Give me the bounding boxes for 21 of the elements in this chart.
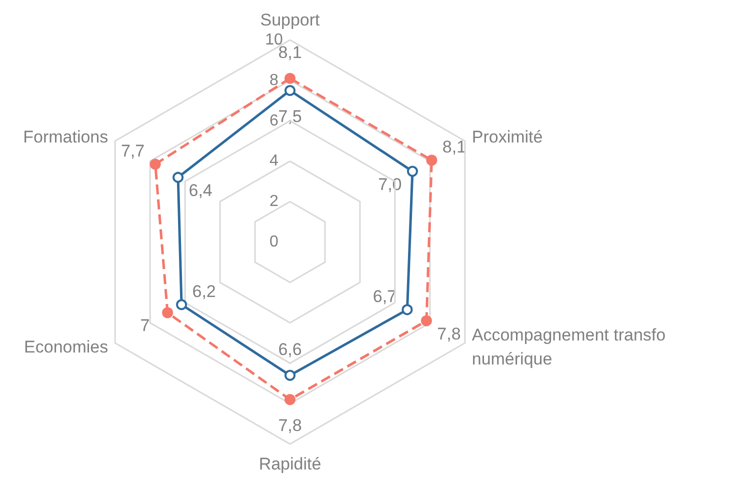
data-label: 7,7 bbox=[120, 142, 145, 161]
data-label: 7,8 bbox=[278, 416, 302, 436]
data-label: 7,5 bbox=[278, 107, 302, 126]
y-tick-label: 4 bbox=[270, 152, 279, 170]
data-label: 6,2 bbox=[192, 282, 216, 302]
data-label: 6,7 bbox=[372, 287, 397, 306]
data-label: 6,6 bbox=[278, 340, 302, 359]
spoke-label: Support bbox=[260, 10, 320, 30]
data-label: 8,1 bbox=[442, 138, 466, 157]
y-tick-label: 2 bbox=[270, 193, 279, 210]
spoke-label: Formations bbox=[23, 128, 108, 146]
spoke-label: Proximité bbox=[472, 128, 543, 146]
spoke-label: Economies bbox=[24, 338, 108, 356]
y-tick-label: 6 bbox=[270, 112, 279, 130]
y-tick-label: 8 bbox=[270, 72, 279, 89]
data-label: 6,4 bbox=[188, 180, 212, 200]
data-label: 7,8 bbox=[437, 324, 461, 344]
y-tick-label: 0 bbox=[270, 234, 279, 250]
spoke-label: Rapidité bbox=[258, 454, 322, 474]
data-label: 7 bbox=[140, 316, 150, 336]
spoke-label: Accompagnement transfo numérique bbox=[472, 326, 666, 368]
